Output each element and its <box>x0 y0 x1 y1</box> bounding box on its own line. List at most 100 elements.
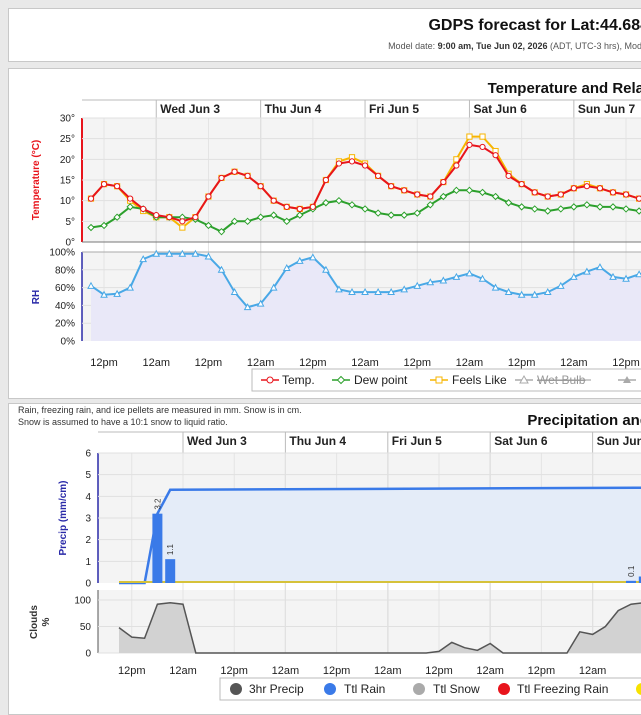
temp-point <box>115 184 120 189</box>
rh-axis-label: RH <box>31 290 42 304</box>
temp-point <box>245 173 250 178</box>
time-tick-label: 12pm <box>403 357 431 369</box>
model-date-line: Model date: 9:00 am, Tue Jun 02, 2026 (A… <box>388 41 641 51</box>
temp-point <box>597 186 602 191</box>
clouds-axis-unit: % <box>41 617 52 626</box>
temp-y-tick: 30° <box>60 114 75 125</box>
temp-point <box>206 194 211 199</box>
day-label: Thu Jun 4 <box>265 102 322 116</box>
temp-point <box>167 215 172 220</box>
precip-bar-label: 0.1 <box>627 565 636 577</box>
time-tick-label: 12pm <box>299 357 327 369</box>
precip-bar-label: 1.1 <box>166 543 175 555</box>
temp-point <box>323 177 328 182</box>
time-tick-label: 12pm <box>508 357 536 369</box>
temperature-rh-chart: Temperature and Relat Wed Jun 3 Thu Jun 4… <box>9 69 641 398</box>
precip-y-tick: 4 <box>85 492 91 503</box>
precip-y-tick: 6 <box>85 449 91 460</box>
precip-day-label: Wed Jun 3 <box>187 434 247 448</box>
legend-dew-label: Dew point <box>354 373 408 387</box>
rh-y-tick: 40% <box>55 301 75 312</box>
precip-time-tick-label: 12pm <box>118 665 146 677</box>
time-tick-label: 12pm <box>612 357 640 369</box>
precip-y-tick: 0 <box>85 579 91 590</box>
temp-point <box>428 194 433 199</box>
temp-point <box>610 190 615 195</box>
day-label: Wed Jun 3 <box>160 102 220 116</box>
precip-bar <box>152 514 162 583</box>
precip-legend: 3hr Precip Ttl Rain Ttl Snow Ttl Freezin… <box>220 678 641 700</box>
precip-bar <box>165 559 175 583</box>
model-date-suffix: (ADT, UTC-3 hrs), Model <box>547 41 641 51</box>
temp-point <box>297 206 302 211</box>
legend-snow-label: Ttl Snow <box>433 682 480 696</box>
legend-ttl-rain[interactable]: Ttl Rain <box>324 682 385 696</box>
precip-y-tick: 2 <box>85 535 91 546</box>
precip-time-tick-label: 12pm <box>220 665 248 677</box>
rh-y-tick: 0% <box>61 337 76 348</box>
rh-y-tick: 80% <box>55 265 75 276</box>
feels-like-point <box>180 225 185 230</box>
clouds-y-tick: 100 <box>74 596 91 607</box>
precip-time-tick-label: 12am <box>579 665 607 677</box>
precip-time-tick-label: 12am <box>169 665 197 677</box>
rh-y-tick: 100% <box>49 248 75 259</box>
temp-y-tick: 5° <box>65 217 75 228</box>
temp-point <box>532 190 537 195</box>
precip-day-label: Sun Jun 7 <box>597 434 641 448</box>
temp-y-tick: 10° <box>60 196 75 207</box>
rh-y-tick: 20% <box>55 319 75 330</box>
forecast-title: GDPS forecast for Lat:44.684 <box>428 17 641 35</box>
precip-time-tick-label: 12am <box>374 665 402 677</box>
precip-y-tick: 5 <box>85 470 91 481</box>
forecast-header: GDPS forecast for Lat:44.684 Model date:… <box>8 8 641 62</box>
temp-legend: Temp. Dew point Feels Like Wet Bulb 9 <box>252 369 641 391</box>
temp-point <box>415 192 420 197</box>
temp-point <box>336 161 341 166</box>
time-tick-label: 12am <box>456 357 484 369</box>
temp-point <box>506 173 511 178</box>
rh-y-tick: 60% <box>55 283 75 294</box>
precip-day-label: Fri Jun 5 <box>392 434 442 448</box>
model-date: 9:00 am, Tue Jun 02, 2026 <box>438 41 548 51</box>
temp-point <box>128 196 133 201</box>
clouds-y-tick: 50 <box>80 622 92 633</box>
precip-note-1: Rain, freezing rain, and ice pellets are… <box>18 405 302 415</box>
day-label: Sun Jun 7 <box>578 102 636 116</box>
temp-point <box>441 179 446 184</box>
temp-point <box>402 188 407 193</box>
precip-y-tick: 3 <box>85 514 91 525</box>
time-tick-label: 12am <box>142 357 170 369</box>
legend-frz-label: Ttl Freezing Rain <box>517 682 608 696</box>
temp-point <box>519 182 524 187</box>
legend-rain-label: Ttl Rain <box>344 682 385 696</box>
temp-point <box>480 144 485 149</box>
time-tick-label: 12am <box>560 357 588 369</box>
time-tick-label: 12pm <box>195 357 223 369</box>
temp-point <box>389 184 394 189</box>
precip-day-label: Sat Jun 6 <box>494 434 548 448</box>
precip-time-tick-label: 12pm <box>323 665 351 677</box>
precip-note-2: Snow is assumed to have a 10:1 snow to l… <box>18 417 228 427</box>
temp-point <box>310 204 315 209</box>
precip-bar-label: 3.2 <box>153 498 162 510</box>
temp-point <box>584 184 589 189</box>
temp-chart-title: Temperature and Relat <box>488 80 641 97</box>
temp-point <box>193 215 198 220</box>
precip-bar <box>626 581 636 583</box>
precip-axis-label: Precip (mm/cm) <box>58 480 69 555</box>
precip-chart-title: Precipitation and <box>527 412 641 429</box>
legend-temp-label: Temp. <box>282 373 315 387</box>
temp-point <box>362 163 367 168</box>
temp-point <box>349 159 354 164</box>
temp-point <box>623 192 628 197</box>
total-rain-area <box>119 481 641 583</box>
legend-3hr-label: 3hr Precip <box>249 682 304 696</box>
precip-time-tick-label: 12am <box>272 665 300 677</box>
clouds-y-tick: 0 <box>85 649 91 660</box>
temp-point <box>180 219 185 224</box>
clouds-axis-label: Clouds <box>29 605 40 639</box>
